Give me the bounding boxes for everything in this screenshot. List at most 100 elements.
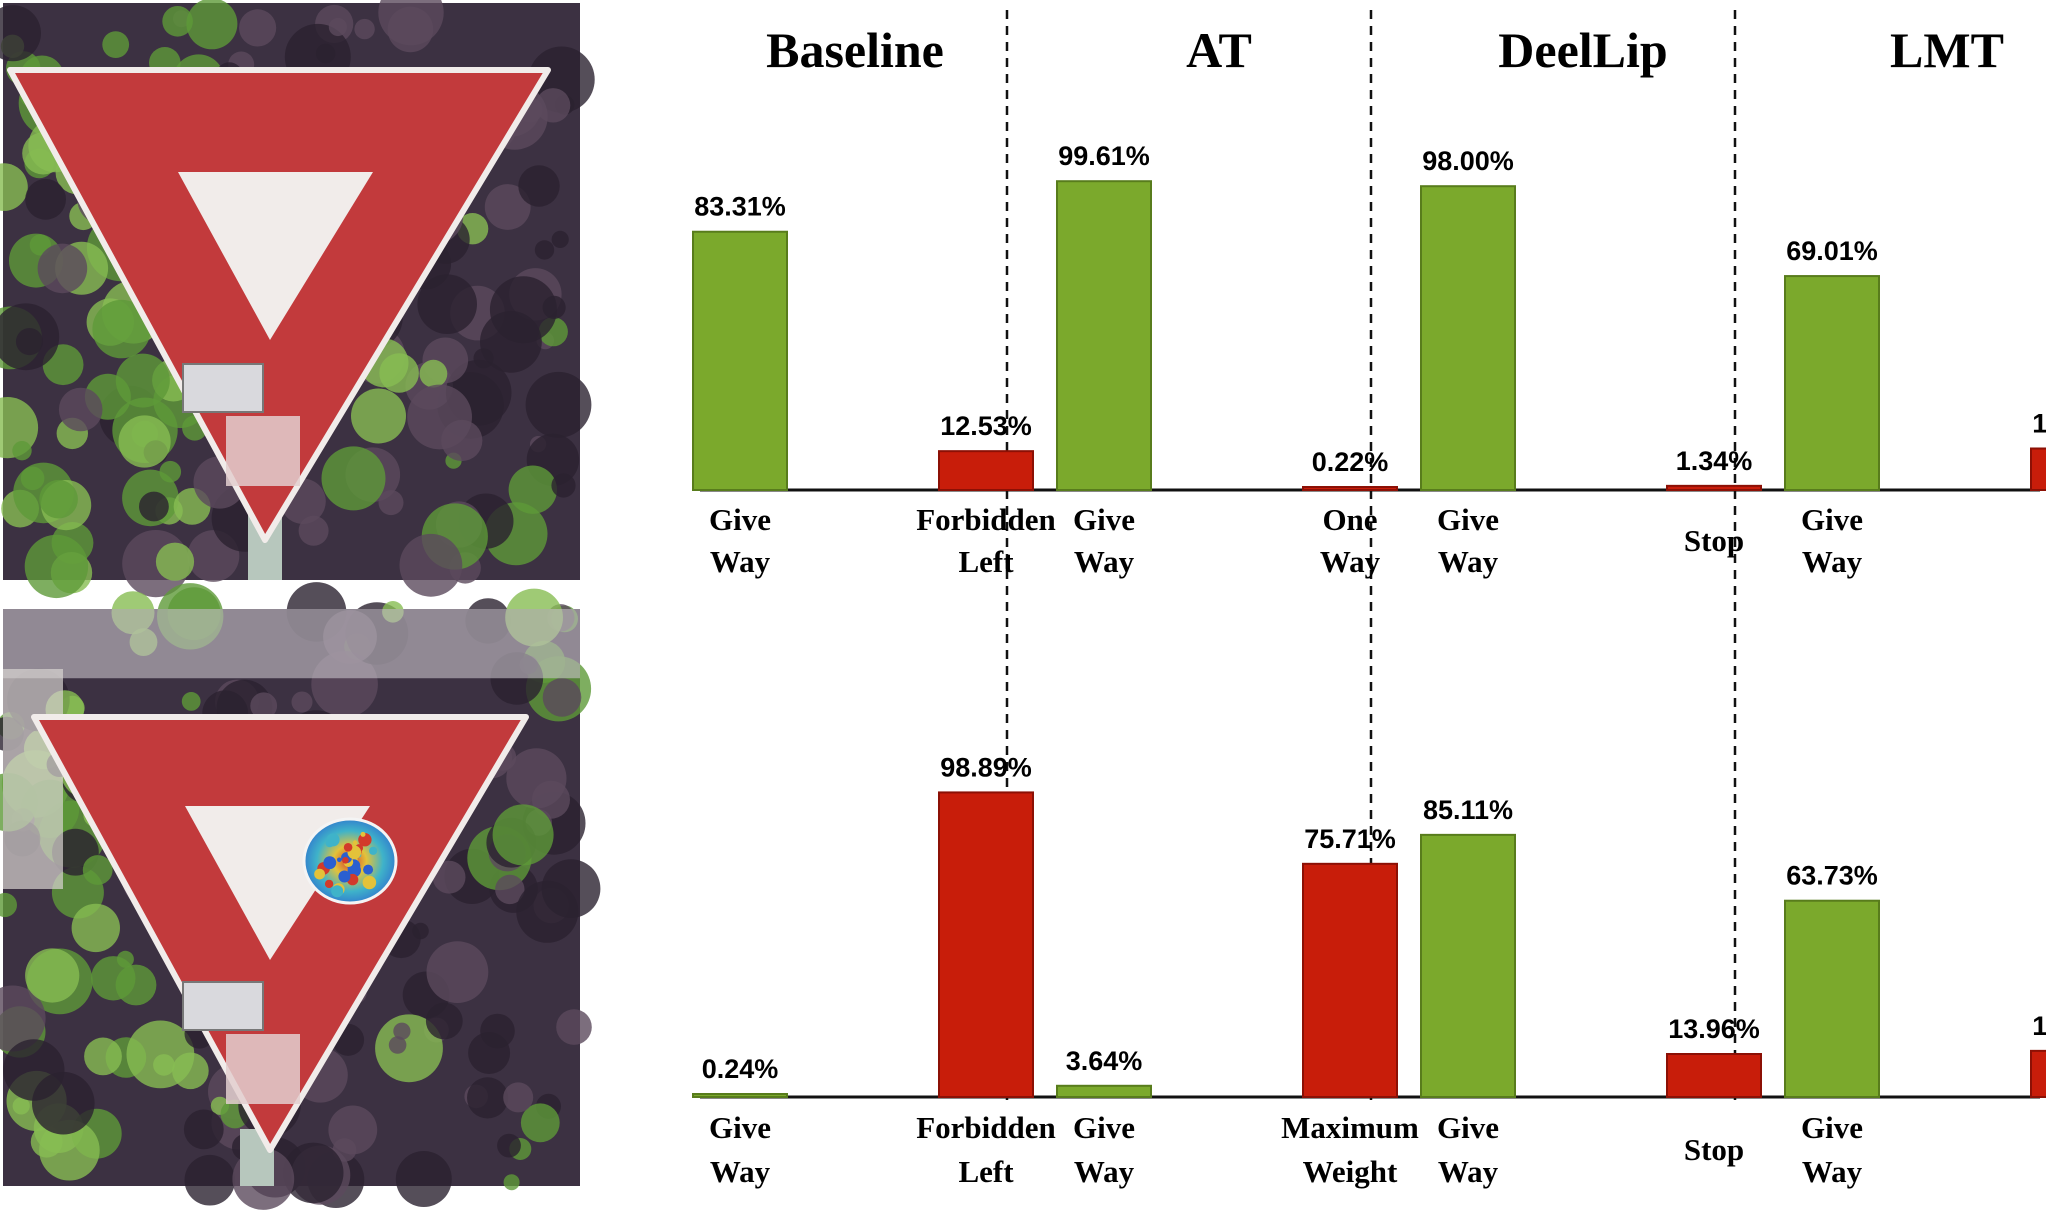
building-patch xyxy=(3,669,63,889)
foliage-blob xyxy=(102,31,130,58)
foliage-blob xyxy=(354,18,375,40)
foliage-blob xyxy=(25,948,80,1003)
foliage-blob xyxy=(484,184,531,230)
foliage-blob xyxy=(467,1077,509,1119)
foliage-blob xyxy=(20,466,45,491)
clean-give-way-sign-photo xyxy=(0,0,595,599)
category-label: Forbidden xyxy=(916,1110,1056,1145)
category-label: Give xyxy=(1073,1110,1135,1145)
foliage-blob xyxy=(118,415,171,468)
patch-noise xyxy=(363,864,374,875)
foliage-blob xyxy=(92,299,151,359)
category-label: Left xyxy=(958,1154,1014,1189)
category-label: Way xyxy=(1074,544,1135,579)
patch-noise xyxy=(338,870,351,883)
sky-patch xyxy=(3,609,580,679)
bar-clean-lmt-correct xyxy=(1784,275,1880,491)
panel-title-at: AT xyxy=(1186,22,1252,78)
foliage-blob xyxy=(3,1039,65,1101)
patch-noise xyxy=(323,856,337,870)
foliage-blob xyxy=(506,748,567,809)
foliage-blob xyxy=(417,274,478,335)
bar-patched-baseline-correct xyxy=(692,1093,788,1098)
foliage-blob xyxy=(172,1052,209,1090)
bar-patched-baseline-wrong xyxy=(938,791,1034,1099)
sticker xyxy=(226,416,300,486)
bar-patched-lmt-wrong xyxy=(2030,1049,2046,1098)
category-label: Way xyxy=(1074,1154,1135,1189)
patch-noise xyxy=(331,885,344,898)
foliage-blob xyxy=(503,1082,534,1113)
foliage-blob xyxy=(186,0,238,50)
foliage-blob xyxy=(181,692,201,711)
category-label: Left xyxy=(958,544,1014,579)
foliage-blob xyxy=(0,303,60,371)
data-label: 99.61% xyxy=(1058,141,1150,171)
foliage-blob xyxy=(425,1002,463,1040)
data-label: 98.00% xyxy=(1422,146,1514,176)
foliage-blob xyxy=(489,276,557,344)
foliage-blob xyxy=(84,1037,122,1076)
panel-title-deellip: DeelLip xyxy=(1498,22,1667,78)
foliage-blob xyxy=(516,880,579,943)
patch-noise xyxy=(362,875,377,890)
foliage-blob xyxy=(328,1105,378,1155)
bar-clean-at-correct xyxy=(1056,180,1152,491)
foliage-blob xyxy=(495,874,525,905)
data-label: 14.98% xyxy=(2032,1011,2046,1041)
bar-patched-lmt-correct xyxy=(1784,899,1880,1099)
foliage-blob xyxy=(153,1054,175,1076)
data-label: 12.53% xyxy=(940,411,1032,441)
patch-noise xyxy=(360,831,366,837)
foliage-blob xyxy=(503,1174,520,1191)
foliage-blob xyxy=(534,240,555,260)
foliage-blob xyxy=(321,446,386,511)
foliage-blob xyxy=(399,533,463,597)
bar-clean-deellip-correct xyxy=(1420,185,1516,491)
foliage-blob xyxy=(250,692,278,720)
foliage-blob xyxy=(393,1022,411,1040)
category-label: Forbidden xyxy=(916,502,1056,537)
photo-column xyxy=(0,0,601,1210)
patch-noise xyxy=(324,879,334,889)
bar-clean-baseline-correct xyxy=(692,230,788,491)
category-label: Way xyxy=(1802,1154,1863,1189)
foliage-blob xyxy=(116,950,134,968)
patch-noise xyxy=(325,838,334,848)
foliage-blob xyxy=(407,384,472,450)
category-label: Give xyxy=(709,1110,771,1145)
foliage-blob xyxy=(412,922,429,940)
foliage-blob xyxy=(39,479,78,519)
foliage-blob xyxy=(520,1103,560,1143)
data-label: 75.71% xyxy=(1304,824,1396,854)
foliage-blob xyxy=(155,542,195,581)
category-label: Maximum xyxy=(1281,1110,1419,1145)
category-label: Give xyxy=(1801,1110,1863,1145)
foliage-blob xyxy=(387,6,434,53)
patch-noise xyxy=(369,846,378,855)
category-label: One xyxy=(1322,502,1377,537)
category-label: Give xyxy=(709,502,771,537)
foliage-blob xyxy=(497,1133,521,1158)
sign-inner-triangle xyxy=(178,172,373,340)
foliage-blob xyxy=(115,353,170,408)
patch-noise xyxy=(342,857,349,864)
category-label: Give xyxy=(1073,502,1135,537)
bar-patched-at-correct xyxy=(1056,1084,1152,1099)
data-label: 98.89% xyxy=(940,752,1032,782)
patch-noise xyxy=(343,843,353,852)
category-label: Way xyxy=(1438,1154,1499,1189)
data-label: 0.22% xyxy=(1312,447,1389,477)
foliage-blob xyxy=(328,17,347,37)
data-label: 63.73% xyxy=(1786,861,1878,891)
foliage-blob xyxy=(551,230,569,248)
foliage-blob xyxy=(183,1109,224,1150)
bar-patched-deellip-wrong xyxy=(1666,1053,1762,1098)
foliage-blob xyxy=(525,371,592,438)
data-label: 3.64% xyxy=(1066,1046,1143,1076)
category-label: Give xyxy=(1801,502,1863,537)
foliage-blob xyxy=(71,903,121,953)
foliage-blob xyxy=(25,178,67,220)
